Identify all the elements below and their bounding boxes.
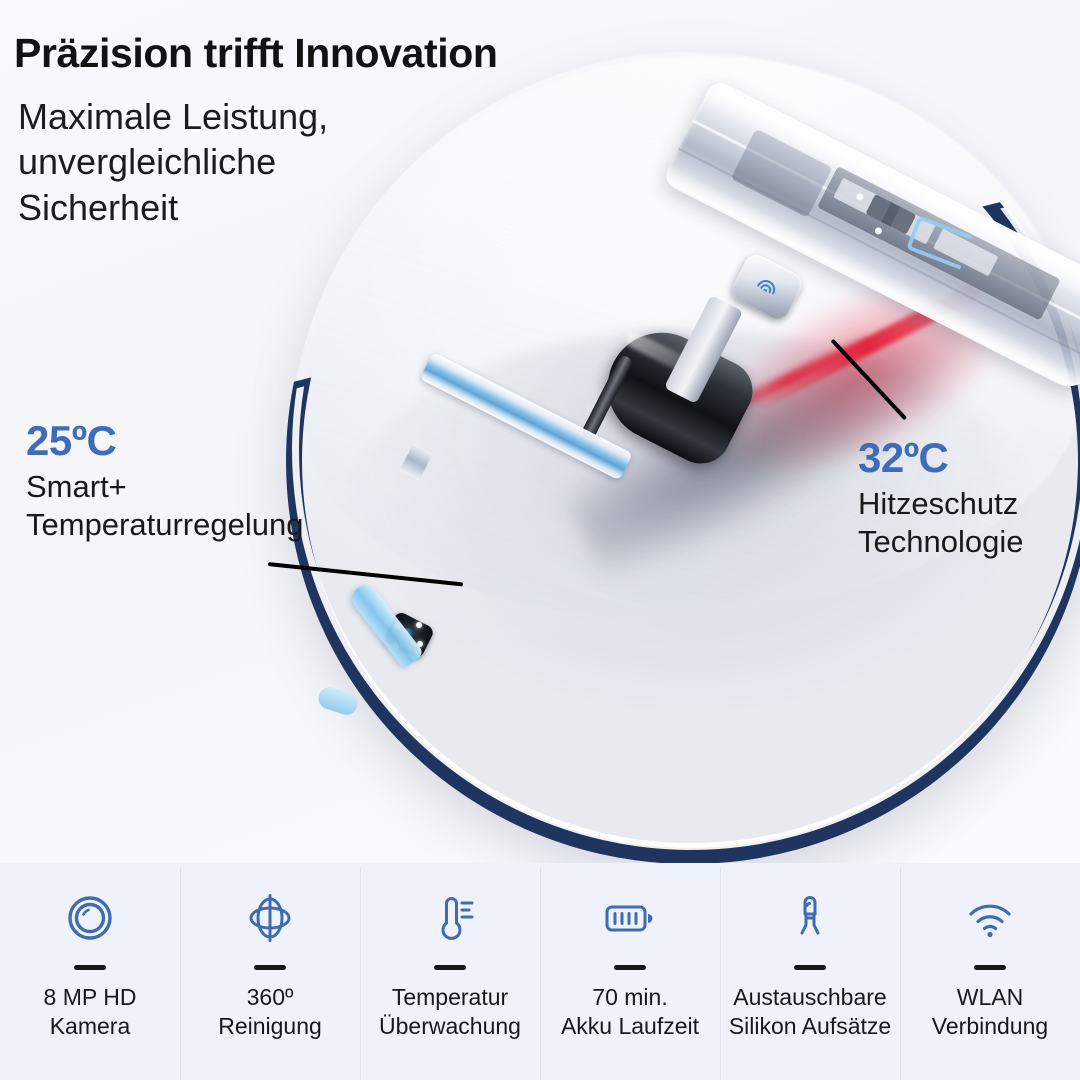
feature-divider-dash <box>614 965 646 970</box>
feature-item-wifi: WLAN Verbindung <box>900 863 1080 1080</box>
callout-left-description: Smart+ Temperaturregelung <box>26 468 303 544</box>
callout-left-line2: Temperaturregelung <box>26 506 304 542</box>
feature-label-wifi: WLAN Verbindung <box>931 984 1049 1039</box>
battery-icon <box>600 887 660 949</box>
callout-right-temperature: 32ºC <box>858 434 949 481</box>
led-light <box>416 622 422 628</box>
rotation-360-icon <box>242 887 298 949</box>
feature-label-temperature: Temperatur Überwachung <box>379 984 521 1039</box>
feature-divider-dash <box>254 965 286 970</box>
feature-label-camera: 8 MP HD Kamera <box>43 984 137 1039</box>
feature-item-silicone-tips: Austauschbare Silikon Aufsätze <box>720 863 900 1080</box>
thermometer-icon <box>422 887 478 949</box>
page-subtitle: Maximale Leistung, unvergleichliche Sich… <box>18 96 329 228</box>
feature-divider-dash <box>434 965 466 970</box>
feature-label-battery: 70 min. Akku Laufzeit <box>560 984 700 1039</box>
feature-item-temperature: Temperatur Überwachung <box>360 863 540 1080</box>
callout-right-line1: Hitzeschutz <box>858 486 1019 521</box>
feature-item-battery: 70 min. Akku Laufzeit <box>540 863 720 1080</box>
callout-heat-protection: 32ºC Hitzeschutz Technologie <box>858 437 1023 561</box>
feature-label-silicone-tips: Austauschbare Silikon Aufsätze <box>728 984 892 1039</box>
feature-item-camera: 8 MP HD Kamera <box>0 863 180 1080</box>
hero-product-photo: Präzision trifft Innovation Maximale Lei… <box>0 0 1080 863</box>
silicone-tip-end <box>315 684 361 718</box>
callout-left-temperature: 25ºC <box>26 417 117 464</box>
feature-divider-dash <box>794 965 826 970</box>
callout-right-line2: Technologie <box>858 523 1024 559</box>
feature-divider-dash <box>74 965 106 970</box>
page-title: Präzision trifft Innovation <box>14 30 498 76</box>
led-light <box>417 641 423 647</box>
feature-bar: 8 MP HD Kamera 360º Reinigung <box>0 863 1080 1080</box>
camera-lens-icon <box>62 887 118 949</box>
wave-touch-icon <box>757 280 776 295</box>
power-button[interactable] <box>728 250 806 324</box>
callout-right-description: Hitzeschutz Technologie <box>858 485 1023 561</box>
feature-label-rotation: 360º Reinigung <box>218 984 322 1039</box>
callout-temperature-control: 25ºC Smart+ Temperaturregelung <box>26 420 303 544</box>
callout-left-line1: Smart+ <box>26 469 127 504</box>
feature-divider-dash <box>974 965 1006 970</box>
silicone-tip-icon <box>782 887 838 949</box>
wifi-icon <box>960 887 1020 949</box>
feature-item-rotation: 360º Reinigung <box>180 863 360 1080</box>
